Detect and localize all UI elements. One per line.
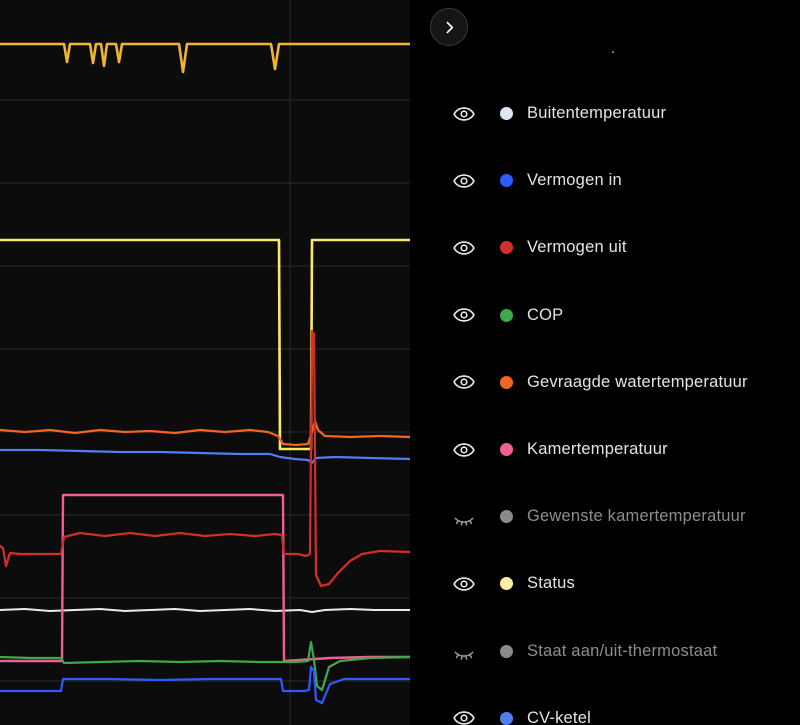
eye-visible-icon[interactable] [453, 707, 475, 725]
legend-item-status[interactable]: Status [410, 550, 800, 617]
legend-list: Buitentemperatuur Vermogen in Vermogen u… [410, 80, 800, 725]
legend-item-staat-aan-uit-thermostaat[interactable]: Staat aan/uit-thermostaat [410, 618, 800, 685]
legend-item-cop[interactable]: COP [410, 282, 800, 349]
series-color-dot [500, 241, 513, 255]
series-line-top-amber-line [0, 42, 410, 74]
series-color-dot [500, 308, 513, 322]
gridlines [0, 0, 410, 725]
eye-hidden-icon[interactable] [453, 506, 475, 528]
series-color-dot [500, 174, 513, 188]
series-label: COP [527, 305, 564, 324]
series-label: Gevraagde watertemperatuur [527, 372, 748, 391]
eye-visible-icon[interactable] [453, 237, 475, 259]
collapse-panel-button[interactable] [430, 8, 468, 46]
series-color-dot [500, 510, 513, 524]
series-label: Status [527, 574, 575, 593]
eye-hidden-icon[interactable] [453, 640, 475, 662]
series-color-dot [500, 577, 513, 591]
series-line-vermogen-in [0, 665, 410, 705]
legend-item-vermogen-in[interactable]: Vermogen in [410, 147, 800, 214]
legend-panel: . Buitentemperatuur Vermogen in Vermogen… [410, 0, 800, 725]
series-color-dot [500, 107, 513, 121]
series-label: Kamertemperatuur [527, 440, 668, 459]
legend-item-kamertemperatuur[interactable]: Kamertemperatuur [410, 416, 800, 483]
eye-visible-icon[interactable] [453, 439, 475, 461]
series-color-dot [500, 375, 513, 389]
series-label: Gewenste kamertemperatuur [527, 507, 746, 526]
legend-item-buitentemperatuur[interactable]: Buitentemperatuur [410, 80, 800, 147]
legend-item-cv-ketel[interactable]: CV-ketel [410, 685, 800, 725]
series-label: Staat aan/uit-thermostaat [527, 641, 718, 660]
eye-visible-icon[interactable] [453, 170, 475, 192]
series-line-vermogen-uit [0, 329, 410, 588]
legend-item-vermogen-uit[interactable]: Vermogen uit [410, 214, 800, 281]
series-label: Vermogen uit [527, 238, 627, 257]
chart-area[interactable] [0, 0, 410, 725]
legend-item-gevraagde-watertemperatuur[interactable]: Gevraagde watertemperatuur [410, 349, 800, 416]
series-line-gevraagde-watertemperatuur [0, 419, 410, 447]
series-line-cop [0, 640, 410, 692]
series-line-buitentemperatuur [0, 608, 410, 613]
series-label: Buitentemperatuur [527, 104, 667, 123]
series-label: Vermogen in [527, 171, 622, 190]
eye-visible-icon[interactable] [453, 103, 475, 125]
series-color-dot [500, 711, 513, 725]
series-label: CV-ketel [527, 708, 591, 725]
series-line-status [0, 238, 410, 451]
series-line-kamertemperatuur [0, 493, 410, 663]
legend-item-gewenste-kamertemperatuur[interactable]: Gewenste kamertemperatuur [410, 483, 800, 550]
line-chart [0, 0, 410, 725]
eye-visible-icon[interactable] [453, 573, 475, 595]
series-color-dot [500, 644, 513, 658]
chevron-right-icon [446, 21, 453, 33]
eye-visible-icon[interactable] [453, 371, 475, 393]
eye-visible-icon[interactable] [453, 304, 475, 326]
series-color-dot [500, 443, 513, 457]
panel-title-fragment: . [611, 40, 616, 57]
series-line-upper-blue-line [0, 448, 410, 465]
